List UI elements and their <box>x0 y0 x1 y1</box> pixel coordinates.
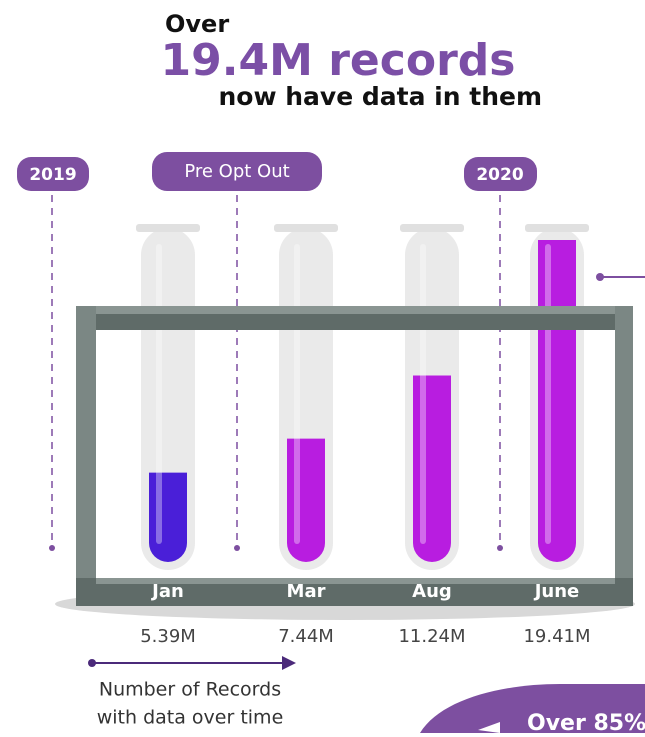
callout-text: Over 85% <box>527 711 645 733</box>
category-label: Mar <box>287 581 326 602</box>
liquid <box>149 473 187 562</box>
infographic: Over 19.4M records now have data in them… <box>0 0 645 733</box>
tubes <box>136 224 589 570</box>
arrow-head <box>282 656 296 670</box>
caption: Number of Records <box>99 679 281 701</box>
tube-rim <box>274 224 338 232</box>
liquid <box>538 240 576 562</box>
category-label: June <box>533 581 580 602</box>
liquid <box>287 439 325 562</box>
subline: now have data in them <box>218 82 542 111</box>
value-label: 5.39M <box>140 626 196 647</box>
value-label: 19.41M <box>523 626 590 647</box>
category-label: Jan <box>150 581 184 602</box>
pill-label: 2020 <box>476 165 523 185</box>
highlight <box>156 244 162 544</box>
tube-rim <box>136 224 200 232</box>
value-label: 11.24M <box>398 626 465 647</box>
headline: 19.4M records <box>161 35 516 86</box>
liquid <box>413 376 451 562</box>
tube-rim <box>400 224 464 232</box>
arrow-dot <box>88 659 96 667</box>
highlight <box>545 244 551 544</box>
category-label: Aug <box>412 581 452 602</box>
header-over: Over <box>165 10 229 38</box>
highlight <box>420 244 426 544</box>
caption: with data over time <box>97 707 284 729</box>
pill-label: 2019 <box>29 165 76 185</box>
value-label: 7.44M <box>278 626 334 647</box>
tube-rim <box>525 224 589 232</box>
highlight <box>294 244 300 544</box>
page: {"header": {"over": "Over", "headline": … <box>0 0 645 733</box>
pill-label: Pre Opt Out <box>184 161 289 182</box>
